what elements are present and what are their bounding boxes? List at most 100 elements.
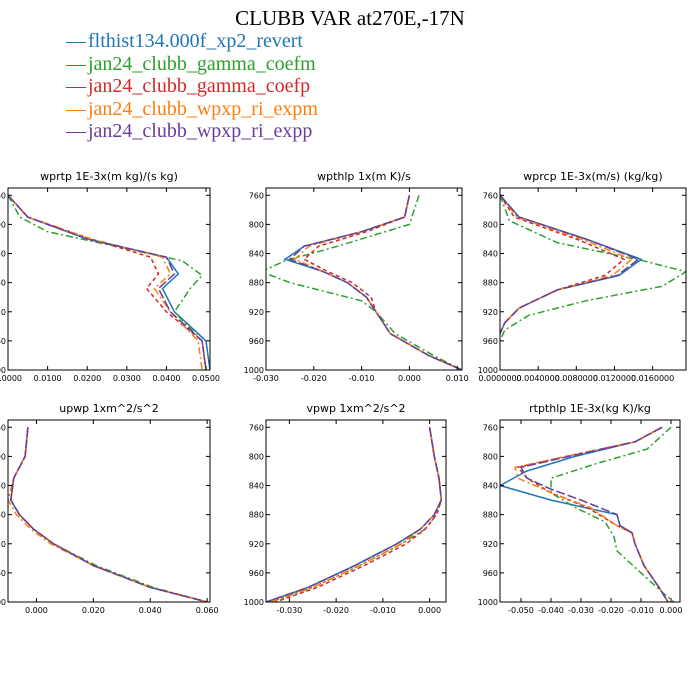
panel-5: vpwp 1xm^2/s^2 760 800 840 880 920 960 1000 -0.0…	[244, 402, 447, 615]
y-tick-label: 800	[0, 220, 6, 229]
y-tick-label: 760	[249, 423, 264, 432]
x-tick-label: 0.0000	[0, 374, 22, 383]
legend-dash-icon: —	[66, 120, 86, 142]
x-tick-label: 0.0200	[73, 374, 101, 383]
x-tick-label: 0.0300	[113, 374, 141, 383]
series-group	[266, 195, 462, 370]
series-line	[8, 194, 207, 370]
legend-item: — jan24_clubb_gamma_coefm	[66, 53, 318, 76]
y-tick-label: 760	[483, 191, 498, 200]
figure-title: CLUBB VAR at270E,-17N	[235, 6, 465, 30]
series-line	[10, 427, 208, 602]
x-tick-label: -0.030	[253, 374, 279, 383]
y-tick-label: 960	[483, 337, 498, 346]
x-tick-label: -0.020	[323, 606, 349, 615]
legend: — flthist134.000f_xp2_revert — jan24_clubb…	[66, 30, 318, 143]
panel-6: rtpthlp 1E-3x(kg K)/kg 760 800 840 880 920 960…	[478, 402, 683, 615]
panel-title: wpthlp 1x(m K)/s	[317, 170, 411, 183]
x-tick-label: -0.030	[276, 606, 302, 615]
series-line	[10, 427, 208, 602]
legend-label: jan24_clubb_gamma_coefm	[88, 52, 316, 75]
series-group	[8, 194, 210, 370]
series-line	[8, 194, 203, 370]
y-tick-label: 840	[0, 482, 6, 491]
panel-3: wprcp 1E-3x(m/s) (kg/kg) 760 800 840 880 920 9…	[478, 170, 687, 383]
y-tick-label: 800	[249, 452, 264, 461]
plot-frame	[265, 419, 447, 603]
y-tick-label: 840	[249, 250, 264, 259]
x-tick-label: 0.0400	[152, 374, 180, 383]
y-tick-label: 920	[0, 308, 6, 317]
panel-1: wprtp 1E-3x(m kg)/(s kg) 760 800 840 880 920 9…	[0, 170, 220, 383]
y-tick-label: 840	[483, 250, 498, 259]
y-tick-label: 920	[0, 540, 6, 549]
x-tick-label: 0.000	[398, 374, 421, 383]
legend-item: — jan24_clubb_gamma_coefp	[66, 75, 318, 98]
legend-dash-icon: —	[66, 52, 86, 75]
series-group	[500, 194, 686, 342]
y-tick-label: 960	[483, 569, 498, 578]
legend-label: jan24_clubb_gamma_coefp	[88, 75, 311, 97]
y-tick-label: 960	[0, 569, 6, 578]
y-tick-label: 840	[483, 482, 498, 491]
series-line	[8, 194, 207, 370]
y-tick-label: 880	[249, 511, 264, 520]
plot-frame	[7, 419, 211, 603]
y-tick-label: 960	[0, 337, 6, 346]
series-line	[10, 427, 208, 602]
y-tick-label: 1000	[478, 598, 498, 607]
plot-frame	[499, 419, 681, 603]
x-tick-label: 0.000	[660, 606, 683, 615]
x-tick-label: 0.0500	[192, 374, 220, 383]
series-group	[8, 427, 208, 602]
y-tick-label: 800	[249, 220, 264, 229]
series-line	[500, 194, 643, 334]
series-line	[550, 426, 675, 602]
series-line	[288, 195, 462, 370]
y-tick-label: 800	[483, 220, 498, 229]
series-line	[270, 427, 443, 602]
series-line	[266, 427, 443, 602]
series-line	[500, 194, 634, 334]
panel-4: upwp 1xm^2/s^2 760 800 840 880 920 960 1000 0.00…	[0, 402, 219, 615]
series-line	[500, 195, 686, 342]
x-tick-label: -0.020	[598, 606, 624, 615]
x-tick-label: 0.010	[446, 374, 469, 383]
series-line	[275, 427, 443, 602]
panel-title: wprcp 1E-3x(m/s) (kg/kg)	[523, 170, 662, 183]
y-tick-label: 880	[0, 279, 6, 288]
legend-label: flthist134.000f_xp2_revert	[88, 30, 303, 52]
series-line	[283, 195, 462, 370]
series-line	[514, 426, 669, 602]
series-line	[10, 427, 208, 602]
y-tick-label: 920	[483, 308, 498, 317]
legend-dash-icon: —	[66, 30, 86, 52]
legend-dash-icon: —	[66, 97, 86, 120]
y-tick-label: 1000	[0, 366, 6, 375]
legend-label: jan24_clubb_wpxp_ri_expm	[88, 97, 318, 120]
x-tick-label: -0.010	[349, 374, 375, 383]
y-tick-label: 1000	[0, 598, 6, 607]
x-tick-label: 0.0040000	[517, 374, 560, 383]
series-line	[8, 427, 208, 602]
series-line	[302, 195, 462, 370]
x-tick-label: 0.000	[25, 606, 48, 615]
x-tick-label: 0.020	[82, 606, 105, 615]
x-tick-label: 0.0000000	[478, 374, 521, 383]
x-tick-label: -0.010	[370, 606, 396, 615]
legend-label: jan24_clubb_wpxp_ri_expp	[88, 120, 313, 142]
y-tick-label: 920	[249, 308, 264, 317]
series-line	[500, 194, 640, 334]
x-tick-label: 0.000	[418, 606, 441, 615]
y-tick-label: 800	[0, 452, 6, 461]
y-tick-label: 920	[483, 540, 498, 549]
y-tick-label: 960	[249, 569, 264, 578]
series-line	[519, 426, 669, 602]
y-tick-label: 840	[249, 482, 264, 491]
y-tick-label: 880	[249, 279, 264, 288]
panel-title: wprtp 1E-3x(m kg)/(s kg)	[40, 170, 178, 183]
x-tick-label: -0.050	[508, 606, 534, 615]
legend-item: — jan24_clubb_wpxp_ri_expm	[66, 98, 318, 121]
y-tick-label: 760	[249, 191, 264, 200]
x-tick-label: -0.030	[568, 606, 594, 615]
